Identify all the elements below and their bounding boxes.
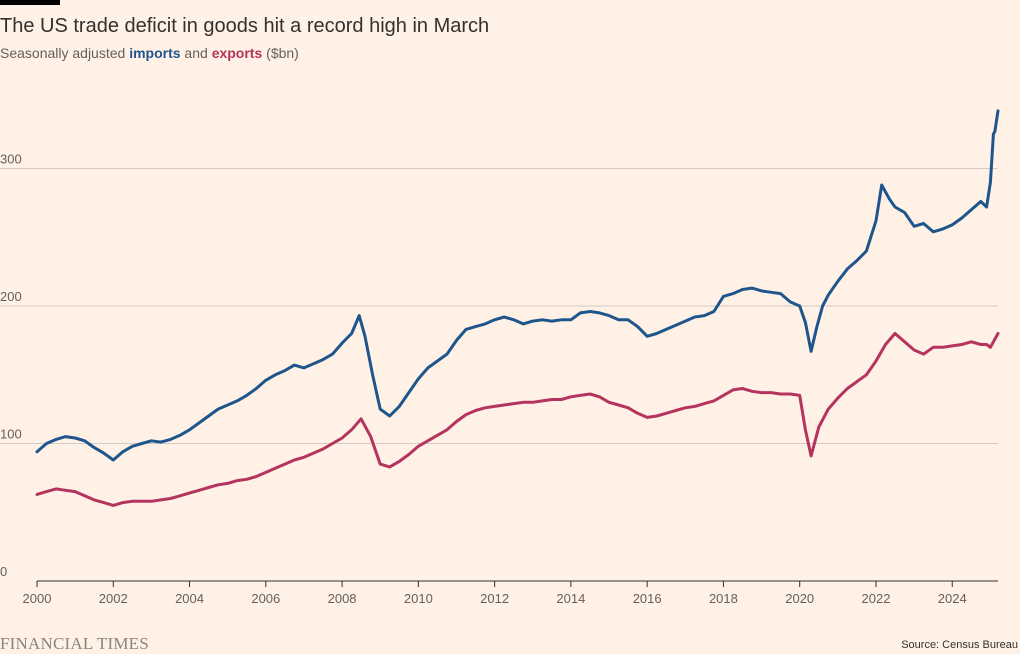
x-tick-label: 2010: [404, 591, 433, 606]
x-tick-label: 2024: [938, 591, 967, 606]
y-tick-label: 200: [0, 289, 22, 304]
x-tick-label: 2022: [862, 591, 891, 606]
tick-layer: 0 100 200 300 2000 2002 2004 2006 2008 2010 2012 20…: [0, 152, 967, 607]
x-tick-label: 2014: [556, 591, 585, 606]
y-tick-label: 0: [0, 564, 7, 579]
series-line-exports: [35, 332, 1000, 507]
x-tick-label: 2004: [175, 591, 204, 606]
x-tick-label: 2000: [23, 591, 52, 606]
chart-subtitle: Seasonally adjusted imports and exports …: [0, 45, 299, 61]
source-note: Source: Census Bureau: [901, 639, 1018, 651]
x-tick-label: 2018: [709, 591, 738, 606]
x-tick-label: 2008: [328, 591, 357, 606]
x-tick-label: 2012: [480, 591, 509, 606]
subtitle-suffix: ($bn): [262, 45, 299, 61]
chart-title: The US trade deficit in goods hit a reco…: [0, 15, 490, 37]
x-tick-label: 2020: [785, 591, 814, 606]
x-tick-label: 2002: [99, 591, 128, 606]
x-tick-label: 2016: [633, 591, 662, 606]
y-tick-label: 100: [0, 427, 22, 442]
y-tick-label: 300: [0, 152, 22, 167]
ft-brand-bar: [0, 0, 60, 5]
subtitle-imports-label: imports: [129, 45, 181, 61]
ft-logo: FINANCIAL TIMES: [0, 634, 149, 653]
series-line-imports: [35, 109, 1000, 462]
series-layer: [35, 109, 1000, 507]
x-tick-label: 2006: [251, 591, 280, 606]
subtitle-prefix: Seasonally adjusted: [0, 45, 130, 61]
subtitle-exports-label: exports: [211, 45, 263, 61]
subtitle-middle: and: [180, 45, 212, 61]
grid-layer: [0, 168, 998, 582]
